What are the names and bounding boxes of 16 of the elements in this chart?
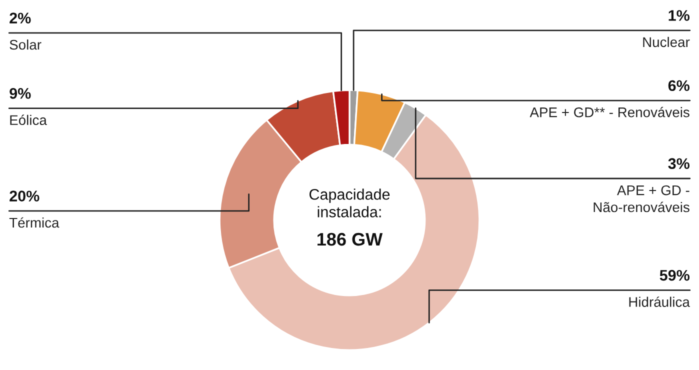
- data-label: 6%: [668, 80, 690, 92]
- text: 186 GW: [318, 232, 383, 246]
- data-label: 1%: [668, 10, 690, 21]
- slice-label: Térmica: [9, 217, 60, 228]
- slice-label: Eólica: [10, 114, 47, 126]
- text: Capacidade instalada:: [310, 188, 390, 218]
- data-label: 9%: [10, 88, 31, 99]
- data-label: 3%: [668, 158, 690, 170]
- data-label: 59%: [660, 270, 690, 281]
- slice-label: Nuclear: [643, 36, 690, 48]
- slice-label: APE + GD** - Renováveis: [530, 106, 690, 118]
- slice-label: Hidráulica: [629, 296, 690, 307]
- data-label: 2%: [10, 12, 31, 24]
- data-label: 20%: [10, 190, 40, 202]
- slice-label: Solar: [10, 39, 42, 50]
- slice-label: APE + GD - Não-renováveis: [594, 185, 690, 212]
